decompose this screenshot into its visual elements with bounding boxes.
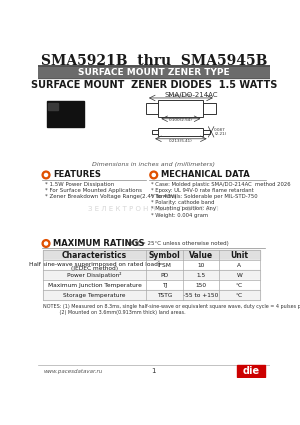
Text: (JEDEC method): (JEDEC method) (71, 266, 118, 271)
Text: * Case: Molded plastic SMA/DO-214AC  method 2026: * Case: Molded plastic SMA/DO-214AC meth… (151, 182, 290, 187)
Text: Maximum Junction Temperature: Maximum Junction Temperature (47, 283, 141, 288)
Text: MAXIMUM RATINGS: MAXIMUM RATINGS (53, 239, 145, 248)
Bar (203, 130, 209, 134)
Text: MECHANICAL DATA: MECHANICAL DATA (161, 170, 250, 179)
Text: °C: °C (236, 293, 243, 298)
Text: SMA/DO-214AC: SMA/DO-214AC (164, 92, 218, 98)
Text: Dimensions in inches and (millimeters): Dimensions in inches and (millimeters) (92, 162, 215, 167)
Bar (203, 103, 216, 114)
Text: 10: 10 (197, 263, 205, 268)
Bar (48, 102, 58, 110)
Text: Storage Temperature: Storage Temperature (63, 293, 126, 298)
Text: Characteristics: Characteristics (62, 251, 127, 260)
Text: 0.100(2.54): 0.100(2.54) (169, 118, 193, 122)
Bar (238, 365, 266, 377)
Text: * Polarity: cathode band: * Polarity: cathode band (151, 200, 214, 205)
Text: 1: 1 (152, 368, 156, 374)
Text: die: die (243, 366, 260, 376)
Text: IFSM: IFSM (158, 263, 172, 268)
Text: Unit: Unit (230, 251, 248, 260)
Text: * Epoxy: UL 94V-0 rate flame retardant: * Epoxy: UL 94V-0 rate flame retardant (151, 188, 254, 193)
Text: Power Dissipation²: Power Dissipation² (67, 272, 122, 278)
Text: * Weight: 0.004 gram: * Weight: 0.004 gram (151, 212, 208, 218)
Text: * For Surface Mounted Applications: * For Surface Mounted Applications (45, 188, 142, 193)
Bar (43, 290, 260, 300)
Text: 150: 150 (196, 283, 207, 288)
Text: 0.213(5.41): 0.213(5.41) (169, 139, 193, 143)
Circle shape (42, 171, 50, 179)
Bar (43, 280, 260, 290)
Bar (158, 100, 203, 117)
Text: A: A (237, 263, 242, 268)
Text: SURFACE MOUNT ZENER TYPE: SURFACE MOUNT ZENER TYPE (78, 68, 230, 77)
Text: З Е Л Е К Т Р О Н Н Ы Й   П О Р Т А Л: З Е Л Е К Т Р О Н Н Ы Й П О Р Т А Л (88, 206, 219, 212)
Circle shape (150, 171, 158, 179)
Text: www.pacesdatavar.ru: www.pacesdatavar.ru (44, 369, 103, 374)
Text: 0.185(4.70): 0.185(4.70) (169, 94, 193, 99)
Text: 0.087
(2.21): 0.087 (2.21) (214, 128, 226, 136)
Text: 1.5: 1.5 (196, 273, 206, 278)
Text: FEATURES: FEATURES (53, 170, 101, 179)
Text: (at TJ = 25°C unless otherwise noted): (at TJ = 25°C unless otherwise noted) (125, 241, 229, 246)
Text: °C: °C (236, 283, 243, 288)
Text: SMA5921B  thru  SMA5945B: SMA5921B thru SMA5945B (40, 54, 267, 68)
Text: Value: Value (189, 251, 213, 260)
Circle shape (42, 240, 50, 247)
Text: NOTES: (1) Measured on 8.3ms, single half-sine-wave or equivalent square wave, d: NOTES: (1) Measured on 8.3ms, single hal… (43, 304, 300, 309)
Bar (47, 101, 84, 127)
Text: * 1.5W Power Dissipation: * 1.5W Power Dissipation (45, 182, 115, 187)
Bar (152, 130, 158, 134)
Text: * Zener Breakdown Voltage Range(2.4V to 43V): * Zener Breakdown Voltage Range(2.4V to … (45, 194, 177, 199)
Text: Half sine-wave superimposed on rated load¹: Half sine-wave superimposed on rated loa… (29, 261, 160, 266)
Bar (43, 261, 260, 270)
Bar (38, 67, 270, 78)
Text: W: W (236, 273, 242, 278)
Text: PD: PD (160, 273, 169, 278)
Text: TJ: TJ (162, 283, 167, 288)
Text: (2) Mounted on 3.6mm(0.913mm thick) land areas.: (2) Mounted on 3.6mm(0.913mm thick) land… (43, 310, 185, 315)
Text: TSTG: TSTG (157, 293, 172, 298)
Text: -55 to +150: -55 to +150 (183, 293, 219, 298)
Bar (146, 103, 158, 114)
Circle shape (44, 173, 48, 176)
Bar (43, 250, 260, 261)
Circle shape (152, 173, 155, 176)
Bar (158, 128, 203, 136)
Text: Symbol: Symbol (149, 251, 181, 260)
Text: * Terminals: Solderable per MIL-STD-750: * Terminals: Solderable per MIL-STD-750 (151, 194, 257, 199)
Bar (43, 270, 260, 280)
Circle shape (44, 242, 48, 245)
Text: SURFACE MOUNT  ZENER DIODES  1.5 WATTS: SURFACE MOUNT ZENER DIODES 1.5 WATTS (31, 80, 277, 90)
Text: * Mounting position: Any: * Mounting position: Any (151, 207, 216, 211)
